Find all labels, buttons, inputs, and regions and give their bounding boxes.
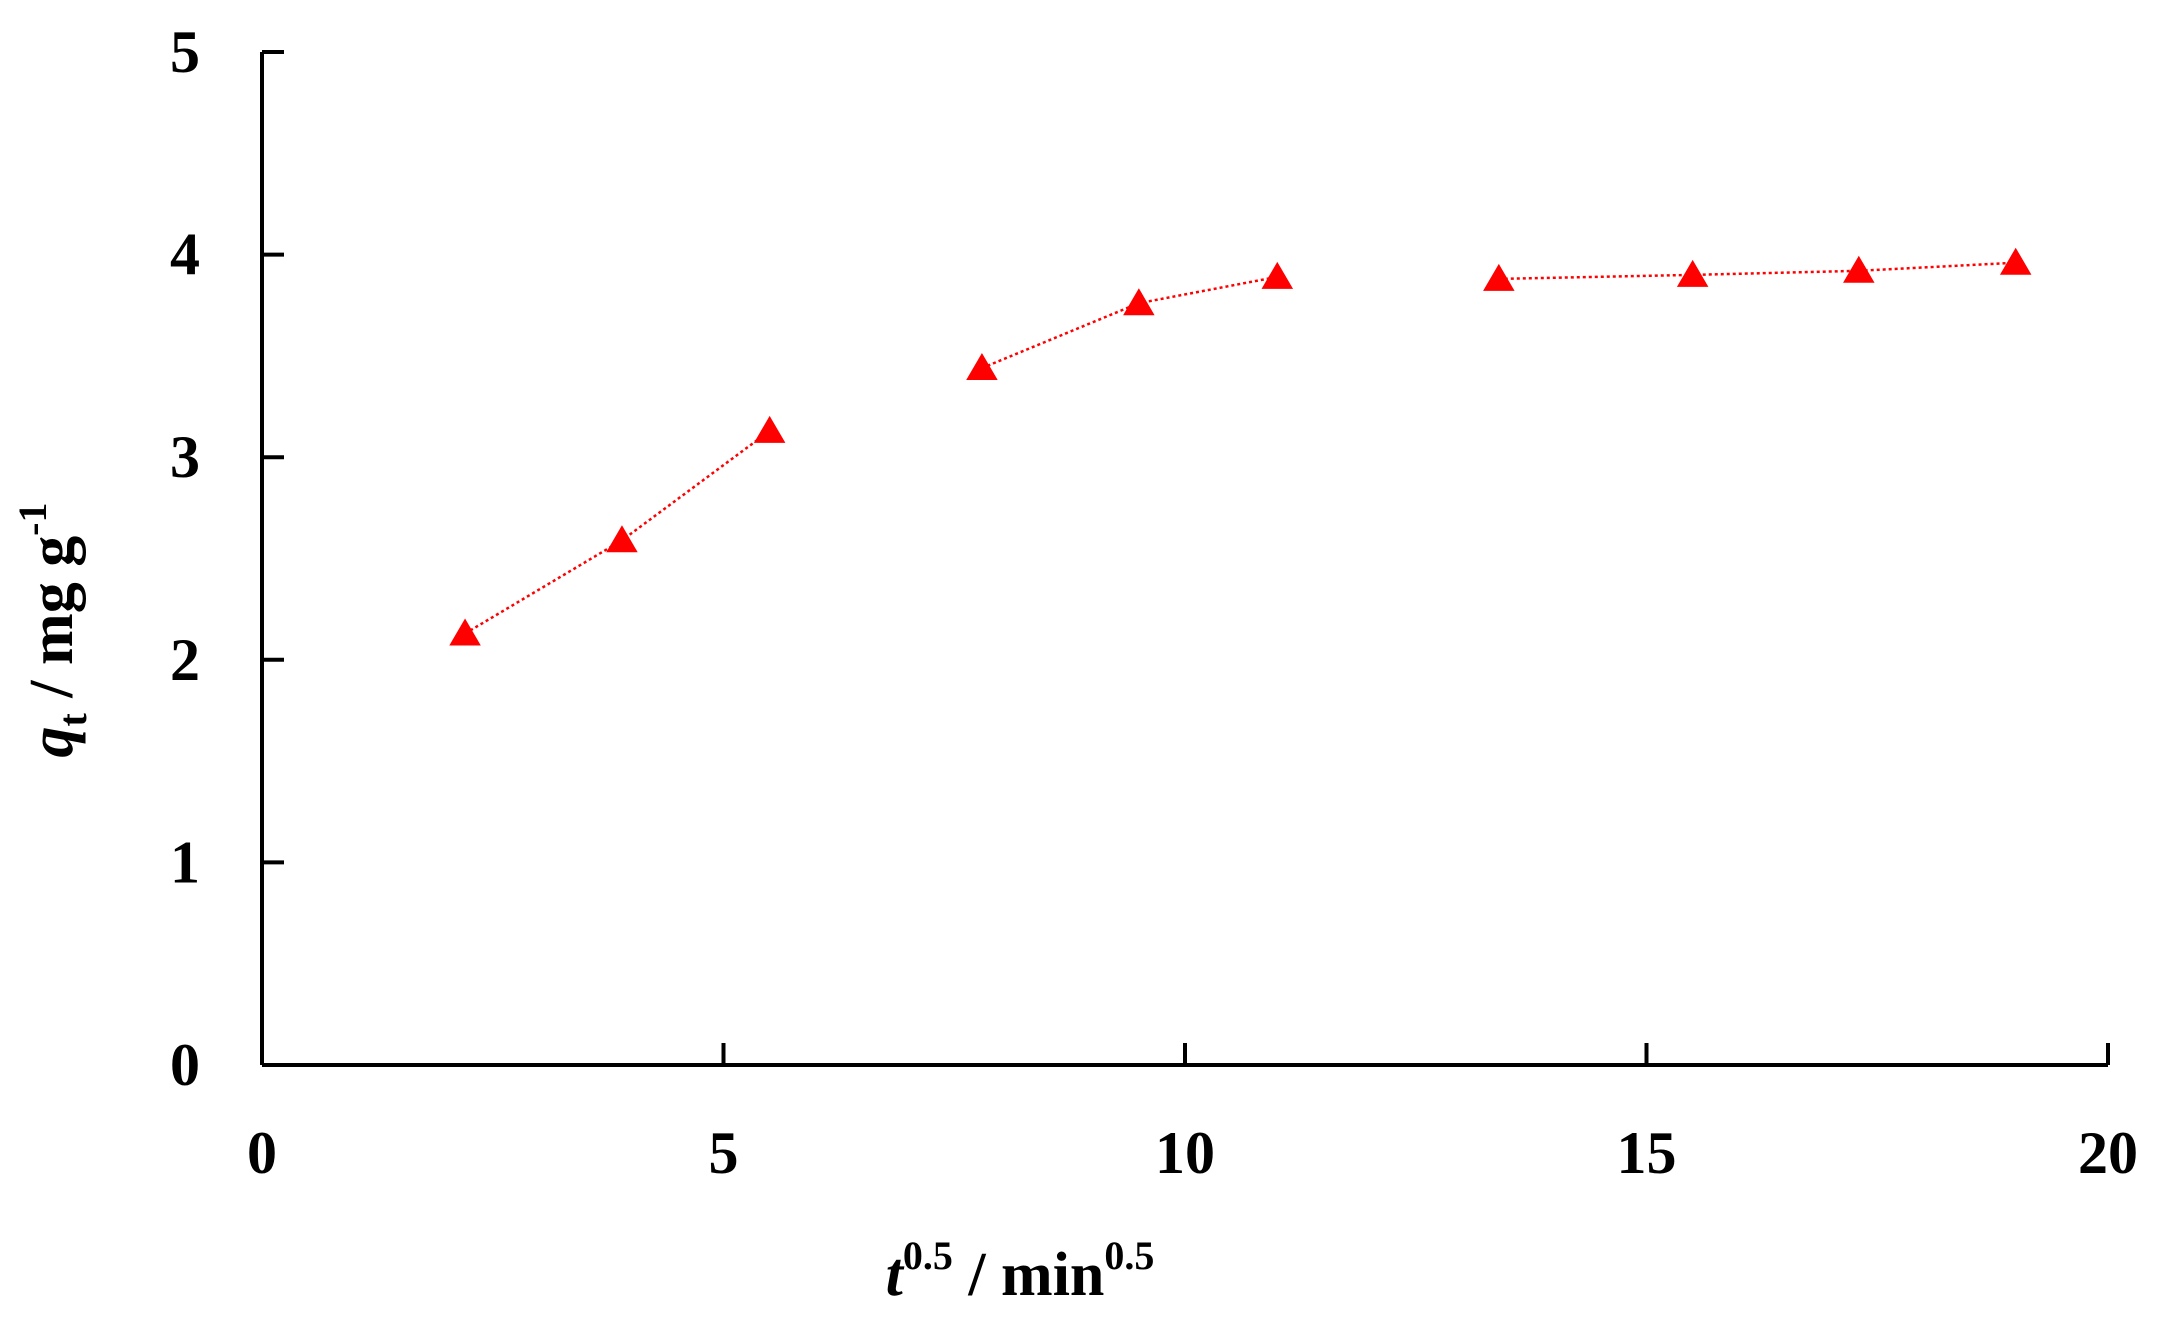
y-axis-title-unit: mg g — [18, 536, 86, 665]
y-tick-label: 3 — [170, 424, 200, 490]
segment-line-3 — [1498, 261, 2016, 281]
y-axis-title-unit-sup: -1 — [10, 502, 55, 535]
data-point — [753, 415, 786, 443]
y-tick-label: 1 — [170, 829, 200, 895]
data-point — [606, 525, 638, 553]
y-axis-title-base: q — [18, 727, 86, 758]
fit-lines — [464, 261, 2016, 635]
x-tick-label: 20 — [2078, 1120, 2138, 1186]
y-tick-label: 0 — [170, 1032, 200, 1098]
data-point — [1261, 261, 1294, 289]
y-axis-title-sep: / — [18, 665, 86, 713]
data-point — [449, 618, 481, 646]
x-axis-title-base-sup: 0.5 — [903, 1233, 953, 1278]
x-tick-label: 15 — [1617, 1120, 1677, 1186]
data-point — [1999, 247, 2032, 275]
segment-line-1 — [464, 429, 771, 635]
x-axis-title: t0.5 / min0.5 — [886, 1233, 1155, 1309]
x-tick-label: 5 — [709, 1120, 739, 1186]
y-axis-title: qt / mg g-1 — [10, 502, 95, 757]
data-point — [1676, 259, 1709, 287]
x-axis-title-unit-sup: 0.5 — [1104, 1233, 1154, 1278]
y-tick-label: 4 — [170, 222, 200, 288]
x-ticks: 0 5 10 15 20 — [247, 1043, 2138, 1186]
data-point — [1123, 288, 1155, 316]
x-axis-title-base: t — [886, 1241, 905, 1309]
y-tick-label: 5 — [170, 19, 200, 85]
y-axis-title-base-sub: t — [50, 713, 95, 727]
x-axis-title-unit: min — [1001, 1241, 1104, 1309]
data-markers — [449, 247, 2032, 646]
y-ticks: 0 1 2 3 4 5 — [170, 19, 284, 1098]
x-tick-label: 10 — [1155, 1120, 1215, 1186]
segment-line-2 — [981, 275, 1278, 370]
data-point — [966, 353, 998, 381]
axes: 0 1 2 3 4 5 0 5 10 15 20 — [170, 19, 2138, 1186]
x-tick-label: 0 — [247, 1120, 277, 1186]
data-point — [1843, 255, 1875, 283]
x-axis-title-sep: / — [953, 1241, 1001, 1309]
data-point — [1483, 263, 1515, 291]
y-tick-label: 2 — [170, 627, 200, 693]
